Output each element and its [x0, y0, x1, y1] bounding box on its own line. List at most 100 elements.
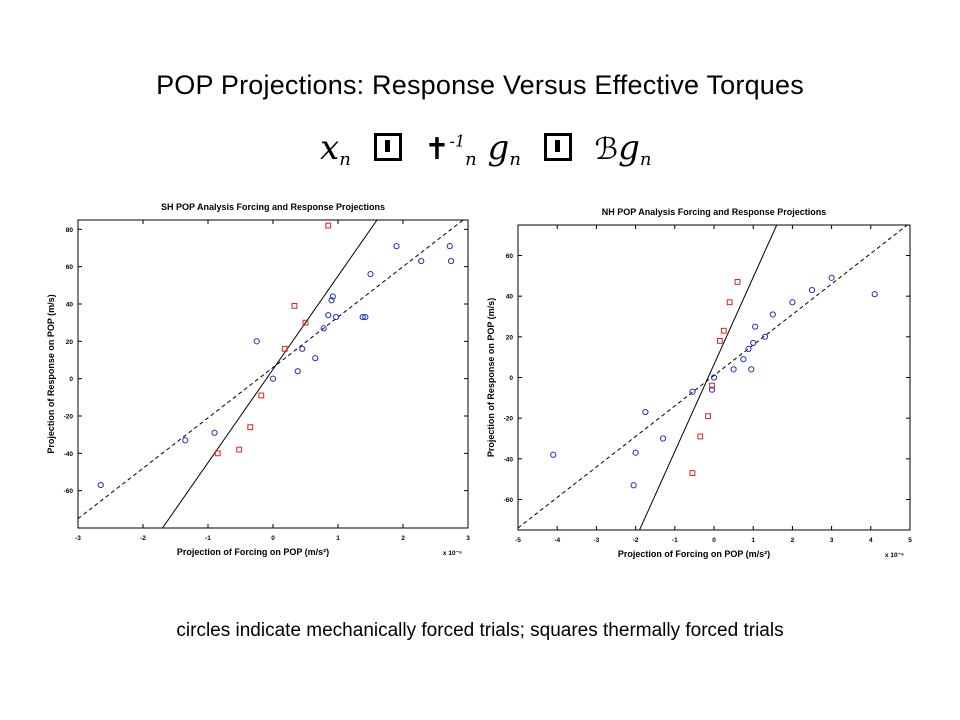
sh-square-point [258, 392, 265, 399]
nh-circle-point [808, 286, 816, 294]
sh-circle-point [325, 312, 332, 319]
sh-plot-frame [77, 219, 469, 529]
sh-scatter-chart: SH POP Analysis Forcing and Response Pro… [40, 190, 470, 580]
nh-circle-point [632, 449, 639, 456]
sh-x-tick-label: 0 [271, 535, 275, 542]
nh-square-point [716, 338, 723, 344]
sh-circle-point [448, 257, 455, 265]
nh-x-tick-label: 0 [712, 537, 716, 544]
sh-solid-fit-line [162, 220, 378, 528]
sh-x-tick-label: -3 [75, 535, 81, 542]
nh-circle-point [710, 374, 718, 381]
sh-square-point [302, 319, 309, 326]
nh-x-tick-label: 1 [751, 537, 755, 544]
sh-circle-point [97, 481, 104, 489]
nh-solid-fit-line [639, 225, 778, 530]
nh-circle-point [871, 291, 878, 298]
nh-square-point [726, 299, 733, 306]
sh-y-tick-label: 60 [66, 264, 74, 271]
sh-y-tick-label: 20 [66, 339, 74, 346]
sh-x-tick-label: 2 [401, 535, 405, 542]
nh-square-point [705, 413, 712, 420]
nh-circle-point [630, 482, 637, 489]
nh-y-tick-label: 60 [506, 253, 514, 260]
equals-symbol-2 [543, 133, 572, 162]
sh-circle-point [253, 338, 260, 345]
nh-circle-point [708, 386, 716, 393]
nh-circle-point [659, 435, 667, 442]
sh-circle-point [446, 243, 453, 250]
sh-y-tick-label: 40 [66, 302, 74, 309]
sh-circle-point [312, 355, 319, 362]
nh-square-point [720, 327, 727, 334]
nh-x-tick-label: -2 [633, 537, 639, 544]
nh-circle-point [642, 408, 649, 416]
nh-circle-point [789, 299, 796, 306]
nh-square-point [689, 470, 696, 476]
equals-symbol [373, 133, 402, 162]
sh-chart-svg: SH POP Analysis Forcing and Response Pro… [46, 202, 470, 557]
sh-x-tick-label: -2 [140, 535, 146, 542]
sh-square-point [291, 302, 298, 309]
nh-dashed-fit-line [518, 225, 909, 529]
sh-y-axis-label: Projection of Response on POP (m/s) [46, 294, 56, 453]
nh-x-tick-label: 5 [908, 537, 912, 544]
sh-square-point [214, 450, 221, 457]
sh-y-tick-label: 80 [66, 227, 74, 234]
nh-x-tick-label: -3 [594, 537, 600, 544]
nh-circle-point [769, 311, 776, 318]
nh-circle-point [828, 274, 835, 281]
nh-circle-point [761, 333, 769, 340]
equation-lhs: xn [320, 128, 351, 171]
sh-chart-title: SH POP Analysis Forcing and Response Pro… [161, 202, 385, 212]
nh-square-point [697, 433, 704, 440]
sh-circle-point [332, 313, 340, 321]
nh-plot-frame [517, 224, 911, 531]
nh-plot-area [518, 225, 909, 530]
nh-chart-svg: NH POP Analysis Forcing and Response Pro… [486, 207, 912, 559]
sh-x-tick-label: 3 [466, 535, 470, 542]
sh-square-point [236, 446, 243, 453]
sh-circle-point [393, 243, 400, 250]
nh-x-tick-label: -1 [672, 537, 678, 544]
nh-circle-point [748, 366, 755, 373]
nh-circle-point [689, 388, 696, 395]
sh-x-tick-label: 1 [336, 535, 340, 542]
nh-y-tick-label: -60 [504, 497, 514, 504]
nh-circle-point [752, 323, 759, 330]
nh-circle-point [730, 366, 737, 373]
equation-rhs: ℬgn [594, 128, 652, 171]
slide-caption: circles indicate mechanically forced tri… [176, 620, 784, 641]
sh-circle-point [359, 313, 366, 321]
equation-middle: ✝-1n gn [424, 128, 521, 171]
sh-y-tick-label: -40 [64, 451, 74, 458]
sh-y-tick-label: 0 [69, 376, 73, 383]
nh-circle-point [750, 339, 757, 347]
sh-x-multiplier: x 10⁻⁶ [443, 550, 462, 557]
sh-circle-point [269, 375, 277, 382]
nh-y-tick-label: 0 [509, 375, 513, 382]
sh-circle-point [362, 313, 369, 321]
sh-circle-point [211, 429, 218, 436]
sh-circle-point [367, 271, 374, 278]
sh-circle-point [328, 297, 335, 304]
nh-scatter-chart: NH POP Analysis Forcing and Response Pro… [478, 195, 918, 580]
sh-y-tick-label: -60 [64, 488, 74, 495]
nh-x-tick-label: 2 [791, 537, 795, 544]
nh-circle-point [740, 356, 747, 363]
sh-circle-point [329, 293, 336, 300]
nh-x-multiplier: x 10⁻⁶ [885, 552, 904, 559]
sh-circle-point [294, 368, 301, 375]
nh-square-point [709, 382, 715, 389]
nh-y-tick-label: 20 [506, 334, 514, 341]
sh-circle-point [182, 437, 189, 444]
nh-circle-point [550, 451, 557, 458]
nh-chart-title: NH POP Analysis Forcing and Response Pro… [602, 207, 827, 217]
sh-circle-point [320, 325, 327, 332]
sh-y-tick-label: -20 [64, 414, 74, 421]
nh-x-axis-label: Projection of Forcing on POP (m/s²) [618, 549, 770, 559]
sh-dashed-fit-line [78, 220, 465, 520]
nh-y-tick-label: -20 [504, 416, 514, 423]
nh-y-tick-label: -40 [504, 456, 514, 463]
equation: xn ✝-1n gn ℬgn [320, 118, 652, 171]
